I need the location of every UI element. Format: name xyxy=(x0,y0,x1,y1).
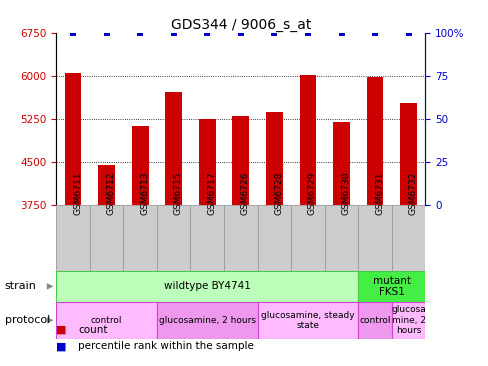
Bar xyxy=(157,205,190,271)
Bar xyxy=(324,205,358,271)
Point xyxy=(270,30,278,36)
Text: control: control xyxy=(91,316,122,325)
Bar xyxy=(56,271,358,302)
Bar xyxy=(358,205,391,271)
Text: GSM6731: GSM6731 xyxy=(374,171,383,215)
Point xyxy=(169,30,177,36)
Bar xyxy=(56,205,90,271)
Bar xyxy=(257,302,358,339)
Bar xyxy=(90,205,123,271)
Point xyxy=(69,30,77,36)
Text: GSM6712: GSM6712 xyxy=(106,171,115,215)
Bar xyxy=(290,205,324,271)
Point xyxy=(370,30,378,36)
Point xyxy=(136,30,144,36)
Text: percentile rank within the sample: percentile rank within the sample xyxy=(78,341,254,351)
Text: count: count xyxy=(78,325,107,335)
Bar xyxy=(224,205,257,271)
Bar xyxy=(391,302,425,339)
Bar xyxy=(299,75,316,205)
Bar xyxy=(358,271,425,302)
Text: control: control xyxy=(359,316,390,325)
Text: protocol: protocol xyxy=(5,315,50,325)
Title: GDS344 / 9006_s_at: GDS344 / 9006_s_at xyxy=(170,18,310,32)
Bar xyxy=(157,302,257,339)
Bar xyxy=(123,205,157,271)
Text: GSM6726: GSM6726 xyxy=(240,171,249,215)
Bar xyxy=(332,122,349,205)
Bar xyxy=(232,116,249,205)
Text: GSM6713: GSM6713 xyxy=(140,171,149,215)
Bar xyxy=(257,205,290,271)
Bar xyxy=(366,77,383,205)
Bar xyxy=(265,112,282,205)
Bar xyxy=(98,165,115,205)
Text: GSM6717: GSM6717 xyxy=(207,171,216,215)
Point xyxy=(404,30,412,36)
Text: GSM6711: GSM6711 xyxy=(73,171,82,215)
Text: ■: ■ xyxy=(56,341,66,351)
Bar xyxy=(358,302,391,339)
Text: GSM6715: GSM6715 xyxy=(173,171,183,215)
Text: wildtype BY4741: wildtype BY4741 xyxy=(163,281,250,291)
Text: glucosamine, steady
state: glucosamine, steady state xyxy=(261,310,354,330)
Bar xyxy=(199,119,215,205)
Text: GSM6732: GSM6732 xyxy=(408,171,417,215)
Point xyxy=(102,30,110,36)
Text: GSM6730: GSM6730 xyxy=(341,171,350,215)
Text: mutant
FKS1: mutant FKS1 xyxy=(372,276,410,297)
Bar xyxy=(190,205,224,271)
Text: strain: strain xyxy=(5,281,37,291)
Text: GSM6729: GSM6729 xyxy=(307,171,316,215)
Bar xyxy=(131,126,148,205)
Text: ■: ■ xyxy=(56,325,66,335)
Bar xyxy=(391,205,425,271)
Point xyxy=(203,30,211,36)
Point xyxy=(337,30,345,36)
Bar xyxy=(165,92,182,205)
Point xyxy=(304,30,311,36)
Text: GSM6728: GSM6728 xyxy=(274,171,283,215)
Bar xyxy=(56,302,157,339)
Bar xyxy=(400,103,416,205)
Point xyxy=(236,30,244,36)
Text: glucosamine, 2 hours: glucosamine, 2 hours xyxy=(159,316,255,325)
Bar xyxy=(64,72,81,205)
Text: glucosa
mine, 2
hours: glucosa mine, 2 hours xyxy=(390,305,425,335)
